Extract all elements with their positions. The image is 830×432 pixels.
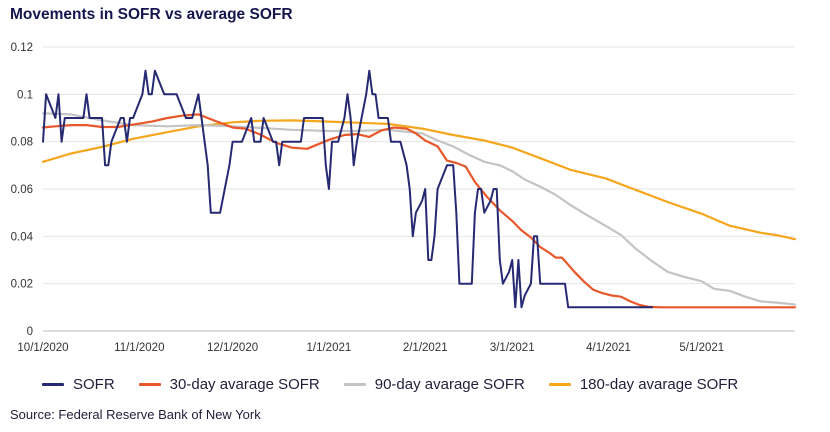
legend-item-sofr: SOFR (42, 376, 115, 393)
y-tick-label: 0.06 (11, 184, 33, 196)
legend-swatch-30-day (138, 382, 161, 386)
y-tick-label: 0.12 (11, 42, 33, 54)
30-day-average-line (41, 113, 797, 309)
x-tick-label: 5/1/2021 (679, 342, 724, 354)
90-day-average-line (41, 112, 797, 306)
legend-swatch-sofr (42, 382, 64, 386)
y-tick-label: 0.02 (11, 279, 33, 291)
legend-item-180-day: 180-day avarage SOFR (548, 375, 739, 393)
legend-label-30-day: 30-day avarage SOFR (169, 375, 320, 393)
y-tick-label: 0.04 (11, 231, 34, 243)
y-tick-label: 0.08 (11, 137, 33, 149)
x-tick-label: 11/1/2020 (114, 342, 164, 354)
legend-swatch-180-day (548, 382, 571, 386)
180-day-average-line (41, 119, 797, 241)
y-tick-label: 0.1 (17, 89, 33, 101)
x-tick-label: 4/1/2021 (586, 342, 631, 354)
legend-item-90-day: 90-day avarage SOFR (343, 375, 525, 393)
x-tick-label: 12/1/2020 (207, 342, 258, 354)
legend-label-180-day: 180-day avarage SOFR (579, 375, 739, 393)
legend-swatch-90-day (343, 382, 366, 386)
chart-legend: SOFR 30-day avarage SOFR 90-day avarage … (42, 373, 738, 395)
x-tick-label: 2/1/2021 (403, 342, 448, 354)
source-note: Source: Federal Reserve Bank of New York (10, 407, 261, 422)
y-tick-label: 0 (27, 326, 33, 338)
x-tick-label: 3/1/2021 (490, 342, 535, 354)
legend-label-sofr: SOFR (73, 375, 115, 393)
legend-label-90-day: 90-day avarage SOFR (374, 375, 525, 393)
x-tick-label: 1/1/2021 (307, 342, 352, 354)
chart-title: Movements in SOFR vs average SOFR (10, 6, 293, 23)
sofr-line (42, 69, 654, 309)
x-tick-label: 10/1/2020 (17, 342, 68, 354)
legend-item-30-day: 30-day avarage SOFR (138, 375, 320, 393)
